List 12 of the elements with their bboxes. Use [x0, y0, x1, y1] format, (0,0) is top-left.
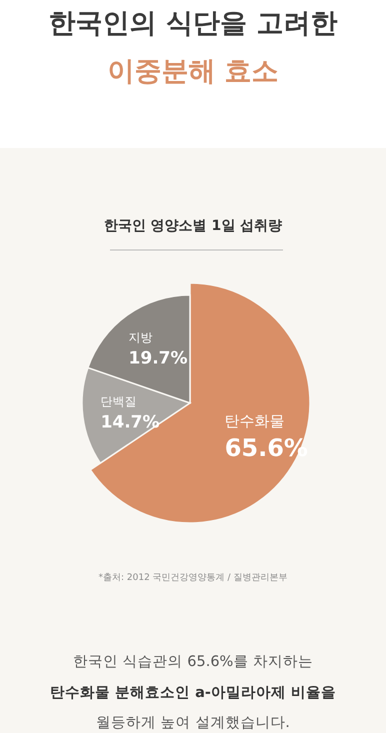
data-label: 14.7% [100, 412, 160, 433]
text: 탄수화물 분해효소인 a-아밀라아제 비율을 [50, 685, 336, 701]
data-label: 19.7% [128, 348, 188, 369]
text: 월등하게 높여 설계했습니다. [96, 715, 290, 731]
text: 한국인의 식단을 고려한 [48, 8, 338, 39]
chart-title: 한국인 영양소별 1일 섭취량 [104, 218, 282, 234]
text: 이중분해 효소 [107, 56, 279, 87]
slice-label: 단백질 [100, 394, 137, 409]
text: 한국인 식습관의 65.6%를 차지하는 [73, 654, 313, 670]
slice-label: 지방 [128, 330, 153, 345]
text: *출처: 2012 국민건강영양통계 / 질병관리본부 [98, 573, 288, 583]
slice-label: 탄수화물 [224, 412, 285, 430]
